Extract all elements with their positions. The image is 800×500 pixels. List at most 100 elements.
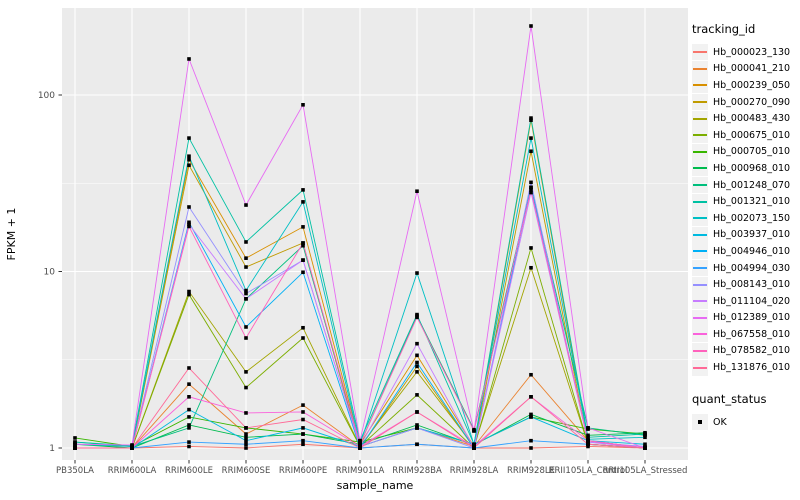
data-point [529,190,533,195]
data-point [529,265,533,270]
legend-item: Hb_008143_010 [692,276,798,293]
data-point [529,118,533,122]
y-tick-label: 1 [49,444,55,454]
data-point [244,426,248,430]
data-point [73,442,77,447]
data-point [529,246,533,250]
data-point [244,240,248,244]
data-point [301,432,305,436]
data-point [415,410,419,414]
legend-item-label: Hb_012389_010 [713,312,791,324]
legend-title-tracking-id: tracking_id [692,22,756,36]
data-point [244,446,248,450]
data-point [529,395,533,399]
legend-item-label: Hb_067558_010 [713,328,791,340]
data-point [244,432,248,436]
data-point [130,443,134,447]
data-point [301,403,305,407]
data-point [301,243,305,248]
legend-item: Hb_000041_210 [692,60,798,78]
data-point [529,446,533,450]
data-point [244,385,248,390]
data-point [301,410,305,414]
data-point [244,370,248,374]
legend-item: Hb_001248_070 [692,177,798,194]
data-point [187,395,191,399]
data-point [244,288,248,293]
legend-item-label: Hb_000023_130 [713,46,791,58]
data-point [415,315,419,320]
data-point [244,297,248,301]
data-point [187,292,191,297]
data-point [187,366,191,370]
legend-key-line-icon [692,342,708,359]
data-point [301,442,305,447]
legend-key-line-icon [692,359,708,376]
data-point [244,265,248,269]
legend-item-label: Hb_002073_150 [713,212,791,224]
legend-item-label: Hb_000705_010 [713,146,791,158]
data-point [187,154,191,159]
data-point [358,446,362,450]
data-point [643,435,647,440]
data-point [187,444,191,449]
data-point [529,136,533,140]
legend-item-label: Hb_004994_030 [713,262,791,274]
legend-key-line-icon [692,243,708,260]
y-axis-title: FPKM + 1 [5,208,18,261]
quant-status-label: OK [713,416,727,428]
legend-key-line-icon [692,44,708,61]
legend-item-label: Hb_078582_010 [713,345,791,357]
legend-item-label: Hb_004946_010 [713,245,791,257]
data-point [187,222,191,227]
data-point [301,188,305,192]
data-point [586,444,590,449]
data-point [472,446,476,450]
data-point [415,312,419,317]
legend-key-line-icon [692,326,708,343]
data-point [415,189,419,194]
data-point [301,270,305,275]
data-point [415,370,419,374]
data-point [415,271,419,275]
data-point [244,411,248,415]
data-point [187,205,191,209]
data-point [529,415,533,419]
legend-item-label: Hb_003937_010 [713,229,791,241]
legend-item: Hb_001321_010 [692,193,798,210]
data-point [301,426,305,430]
x-tick-label: RRIM600LE [165,466,213,476]
legend-item: Hb_012389_010 [692,309,798,327]
x-tick-label: RRIM600PE [279,466,327,476]
data-point [301,336,305,340]
data-point [415,442,419,447]
legend-item: Hb_000239_050 [692,77,798,94]
data-point [301,241,305,245]
legend-item: Hb_002073_150 [692,210,798,227]
data-point [73,440,77,444]
data-point [643,446,647,450]
legend-key-line-icon [692,193,708,210]
chart-canvas: 1 10 100 PB350LA RRIM600LA RRIM600LE RRIM600SE… [5,8,688,492]
legend-item: Hb_000705_010 [692,143,798,161]
data-point [529,180,533,185]
legend-item: Hb_004946_010 [692,243,798,260]
legend-key-line-icon [692,160,708,177]
legend-item: Hb_078582_010 [692,342,798,360]
legend-key-line-icon [692,293,708,310]
data-point [358,438,362,443]
data-point [586,438,590,443]
legend-key-line-icon [692,110,708,127]
legend-panel: tracking_id Hb_000023_130 Hb_000041_210 Hb… [692,22,798,431]
x-tick-label: RRII105LA_Stressed [603,466,688,476]
legend-key-line-icon [692,260,708,277]
data-point [187,220,191,225]
data-point [415,341,419,346]
data-point [415,423,419,427]
legend-item: Hb_000675_010 [692,127,798,144]
legend-item-label: Hb_000968_010 [713,162,791,174]
legend-key-line-icon [692,94,708,111]
legend-key-line-icon [692,60,708,77]
legend-item: Hb_011104_020 [692,293,798,310]
legend-item-label: Hb_000270_090 [713,96,791,108]
